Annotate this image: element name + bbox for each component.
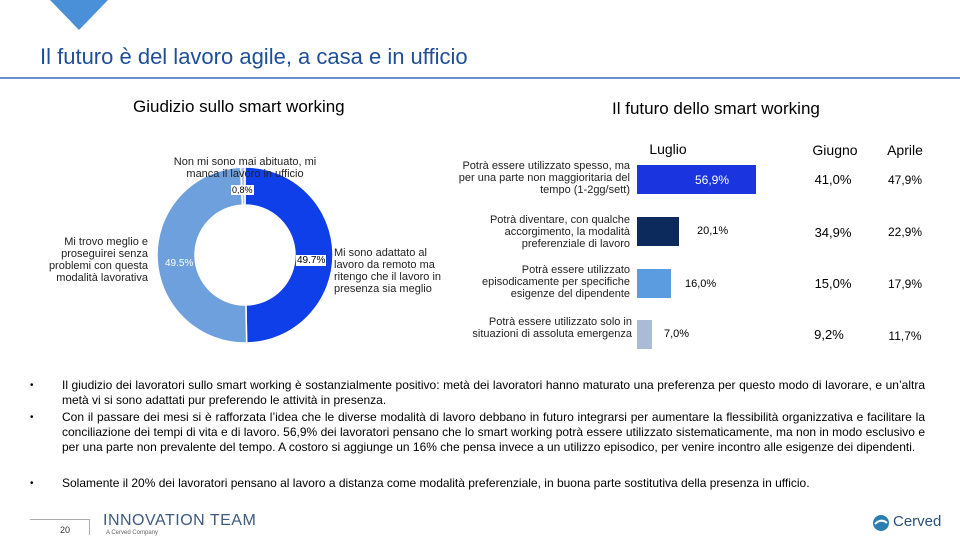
donut-section-title: Giudizio sullo smart working [133,97,345,116]
bullet-dot: • [30,412,34,423]
donut-pct-right: 49.7% [296,255,327,266]
luglio-value-1: 56,9% [695,173,730,187]
bar-luglio-row-2 [637,217,679,246]
innovation-team-logo: INNOVATION TEAM [103,512,257,529]
luglio-value-4: 7,0% [664,328,690,340]
luglio-value-3: 16,0% [685,278,717,290]
page-number: 20 [60,525,71,535]
cerved-logo: Cerved [893,513,942,530]
luglio-value-2: 20,1% [697,225,729,237]
bullet-dot: • [30,478,34,489]
page-number-box: 20 [30,519,90,535]
giugno-value-2: 34,9% [814,225,852,240]
row-label-2: Potrà diventare, con qualche accorgiment… [489,214,630,250]
bars-section-title: Il futuro dello smart working [612,99,820,118]
giugno-value-4: 9,2% [814,327,844,342]
donut-pct-left: 49.5% [165,258,194,269]
title-divider [0,77,960,79]
donut-label-top: Non mi sono mai abituato, mi manca il la… [173,156,317,180]
donut-chart [156,166,334,344]
donut-label-right: Mi sono adattato al lavoro da remoto ma … [334,247,442,295]
donut-pct-small: 0,8% [231,185,254,195]
donut-slice-2 [156,166,248,344]
giugno-value-3: 15,0% [814,276,852,291]
column-header-aprile: Aprile [887,142,923,158]
row-label-4: Potrà essere utilizzato solo in situazio… [472,316,632,340]
giugno-value-1: 41,0% [814,172,852,187]
bar-luglio-row-1 [637,165,756,194]
row-label-3: Potrà essere utilizzato episodicamente p… [482,264,630,300]
cerved-logo-icon [873,515,889,531]
corner-tab-decoration [50,0,108,30]
bullet-text-3: Solamente il 20% dei lavoratori pensano … [62,476,810,490]
donut-slice-1 [244,166,334,344]
bar-luglio-row-3 [637,269,671,298]
aprile-value-3: 17,9% [887,277,923,291]
donut-label-left: Mi trovo meglio e proseguirei senza prob… [48,236,148,284]
bullet-text-1: Il giudizio dei lavoratori sullo smart w… [62,378,925,407]
page-title: Il futuro è del lavoro agile, a casa e i… [40,44,468,69]
column-header-luglio: Luglio [649,141,687,157]
bullet-item: • Solamente il 20% dei lavoratori pensan… [30,476,925,491]
column-header-giugno: Giugno [812,142,858,158]
row-label-1: Potrà essere utilizzato spesso, ma per u… [458,160,630,196]
bullet-dot: • [30,380,34,391]
bullet-text-2: Con il passare dei mesi si è rafforzata … [62,410,925,454]
innovation-team-logo-subtitle: A Cerved Company [106,530,159,536]
bullet-item: • Il giudizio dei lavoratori sullo smart… [30,378,925,410]
aprile-value-2: 22,9% [887,225,923,239]
aprile-value-4: 11,7% [888,329,922,343]
bullet-list: • Il giudizio dei lavoratori sullo smart… [30,378,925,491]
bar-luglio-row-4 [637,320,652,349]
aprile-value-1: 47,9% [887,173,923,187]
bullet-item: • Con il passare dei mesi si è rafforzat… [30,410,925,476]
